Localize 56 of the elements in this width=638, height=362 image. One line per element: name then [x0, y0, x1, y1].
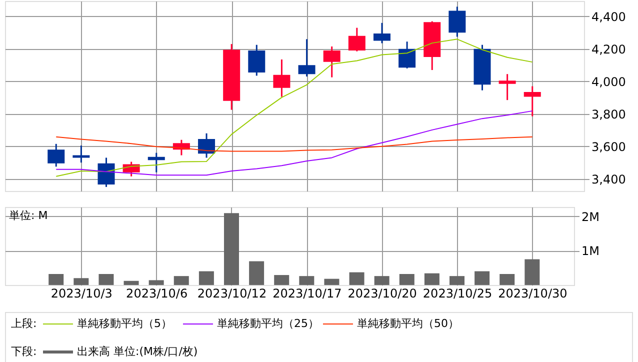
- legend-label: 単純移動平均（25）: [217, 317, 319, 330]
- candlestick: [98, 156, 115, 188]
- candlestick: [498, 73, 516, 101]
- bar: [224, 213, 239, 285]
- bar: [474, 271, 490, 285]
- bar: [98, 274, 114, 285]
- candlestick: [348, 27, 366, 52]
- candlestick: [524, 86, 541, 118]
- y-tick-label: 2M: [582, 210, 600, 224]
- legend-label: 出来高 単位:(M株/口/枚): [77, 345, 198, 358]
- annotation: 単位: M: [9, 209, 48, 222]
- bar: [349, 272, 364, 285]
- legend-label: 単純移動平均（50）: [357, 317, 459, 330]
- bar: [500, 274, 515, 285]
- bar: [450, 276, 464, 285]
- x-tick-label: 2023/10/30: [498, 286, 568, 300]
- candlestick: [373, 22, 390, 44]
- candlestick: [323, 46, 340, 78]
- bar: [148, 280, 164, 285]
- bar: [374, 276, 390, 285]
- bar: [198, 271, 214, 285]
- bar: [524, 259, 540, 285]
- y-tick-label: 4,000: [592, 74, 626, 89]
- bar: [274, 275, 290, 285]
- bar: [48, 274, 64, 285]
- y-tick-label: 4,200: [592, 42, 626, 56]
- bar: [249, 261, 264, 285]
- candlestick: [273, 58, 290, 98]
- bar: [74, 278, 89, 285]
- candlestick: [298, 38, 316, 78]
- legend-title: 下段:: [11, 345, 37, 358]
- bar: [324, 278, 340, 285]
- x-tick-label: 2023/10/12: [197, 286, 267, 300]
- candlestick: [198, 132, 216, 158]
- y-tick-label: 3,600: [592, 140, 626, 154]
- candlestick: [398, 40, 416, 70]
- x-tick-label: 2023/10/6: [126, 286, 188, 300]
- bar: [424, 273, 440, 285]
- candlestick: [448, 6, 466, 38]
- bar: [124, 280, 139, 285]
- y-tick-label: 4,400: [592, 10, 626, 24]
- x-tick-label: 2023/10/17: [272, 286, 342, 300]
- y-tick-label: 1M: [582, 244, 600, 258]
- y-tick-label: 3,800: [592, 107, 626, 122]
- bar: [399, 274, 414, 285]
- candlestick: [248, 44, 266, 76]
- bar: [174, 276, 189, 285]
- bar: [299, 276, 314, 285]
- x-tick-label: 2023/10/25: [422, 286, 492, 300]
- x-tick-label: 2023/10/3: [50, 286, 112, 300]
- candlestick: [148, 152, 165, 174]
- legend-title: 上段:: [11, 317, 37, 330]
- legend-label: 単純移動平均（5）: [77, 317, 172, 330]
- y-tick-label: 3,400: [592, 172, 626, 186]
- candlestick: [48, 143, 65, 168]
- x-tick-label: 2023/10/20: [348, 286, 417, 300]
